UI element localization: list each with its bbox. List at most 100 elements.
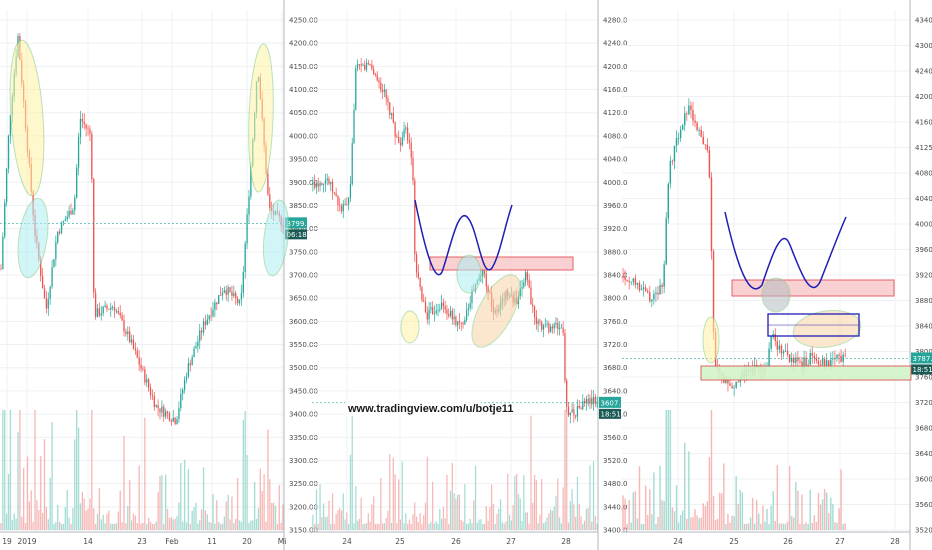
volume-bar (57, 504, 59, 530)
volume-bar (573, 504, 575, 530)
candle-body (178, 408, 180, 419)
volume-bar (539, 514, 541, 530)
volume-bar (677, 522, 680, 530)
y-tick-label: 3840.0 (915, 323, 932, 331)
volume-bar (342, 493, 344, 530)
candle-body (675, 138, 678, 146)
volume-bar (333, 523, 335, 530)
volume-bar (24, 522, 27, 530)
candle-body (628, 280, 630, 282)
volume-bar (212, 494, 214, 530)
candle-body (467, 307, 470, 310)
y-tick-label: 3480.0 (603, 480, 628, 488)
candle-body (469, 302, 471, 308)
candle-body (790, 357, 793, 363)
candle-body (544, 324, 546, 326)
volume-bar (419, 513, 421, 530)
volume-bar (335, 513, 337, 530)
candle-body (147, 379, 150, 388)
candle-body (483, 270, 486, 274)
candle-body (592, 396, 595, 405)
volume-bar (408, 519, 411, 530)
volume-bar (501, 522, 503, 530)
candle-body (642, 287, 645, 289)
volume-bar (21, 516, 23, 530)
candle-body (242, 271, 244, 293)
y-tick-label: 3840.0 (603, 272, 628, 280)
volume-bar (70, 523, 72, 530)
volume-bar (521, 520, 523, 530)
candle-body (383, 89, 386, 92)
volume-bar (229, 519, 231, 530)
y-tick-label: 3800.0 (915, 348, 932, 356)
volume-bar (360, 497, 362, 530)
volume-bar (448, 523, 450, 530)
candle-body (437, 310, 439, 312)
candle-body (267, 173, 269, 195)
candle-body (45, 298, 48, 309)
volume-bar (72, 507, 74, 530)
volume-bar (108, 510, 110, 530)
volume-bar (774, 521, 776, 530)
volume-bar (96, 513, 99, 530)
volume-bar (227, 494, 229, 530)
candle-body (108, 308, 110, 310)
volume-bar (729, 522, 731, 530)
volume-bar (503, 523, 505, 530)
candle-body (197, 341, 199, 347)
candle-body (458, 321, 461, 323)
y-tick-label: 3750.00 (289, 248, 318, 256)
volume-bar (151, 523, 154, 530)
candle-body (72, 210, 74, 215)
candle-body (183, 379, 186, 390)
volume-bar (564, 410, 566, 530)
candle-body (373, 69, 375, 75)
candle-body (562, 327, 564, 334)
candle-body (380, 82, 382, 91)
volume-bar (483, 523, 486, 530)
volume-bar (657, 516, 659, 530)
candle-body (433, 313, 436, 315)
volume-bar (125, 523, 127, 530)
candle-body (132, 339, 135, 349)
candle-body (223, 290, 226, 293)
candle-body (159, 408, 161, 413)
candle-body (558, 327, 561, 330)
volume-bar (98, 488, 101, 530)
candle-body (566, 380, 568, 407)
candle-body (41, 275, 44, 289)
candle-body (551, 326, 554, 329)
volume-bar (768, 523, 770, 530)
volume-bar (432, 481, 434, 530)
volume-bar (817, 492, 820, 530)
volume-bar (505, 521, 507, 530)
candle-body (55, 242, 57, 260)
volume-bar (679, 514, 682, 530)
candle-body (665, 218, 667, 265)
x-tick-label: 25 (395, 537, 405, 546)
volume-bar (19, 410, 21, 530)
candle-body (381, 90, 384, 92)
candle-body (587, 398, 589, 404)
volume-bar (807, 523, 809, 530)
candle-body (324, 180, 327, 185)
volume-bar (651, 514, 653, 530)
volume-bar (457, 494, 459, 530)
candle-body (235, 293, 237, 299)
volume-bar (93, 508, 95, 530)
candle-body (221, 292, 224, 296)
volume-bar (569, 501, 571, 530)
volume-bar (437, 523, 439, 530)
candle-body (442, 302, 445, 307)
volume-bar (585, 509, 588, 530)
volume-bar (204, 510, 207, 530)
volume-bar (842, 523, 844, 530)
volume-bar (140, 523, 142, 530)
volume-bar (526, 512, 529, 530)
volume-bar (675, 485, 678, 530)
volume-bar (66, 490, 68, 530)
candle-body (346, 203, 348, 205)
volume-bar (533, 474, 536, 530)
candle-body (155, 405, 157, 407)
candle-body (210, 315, 212, 317)
